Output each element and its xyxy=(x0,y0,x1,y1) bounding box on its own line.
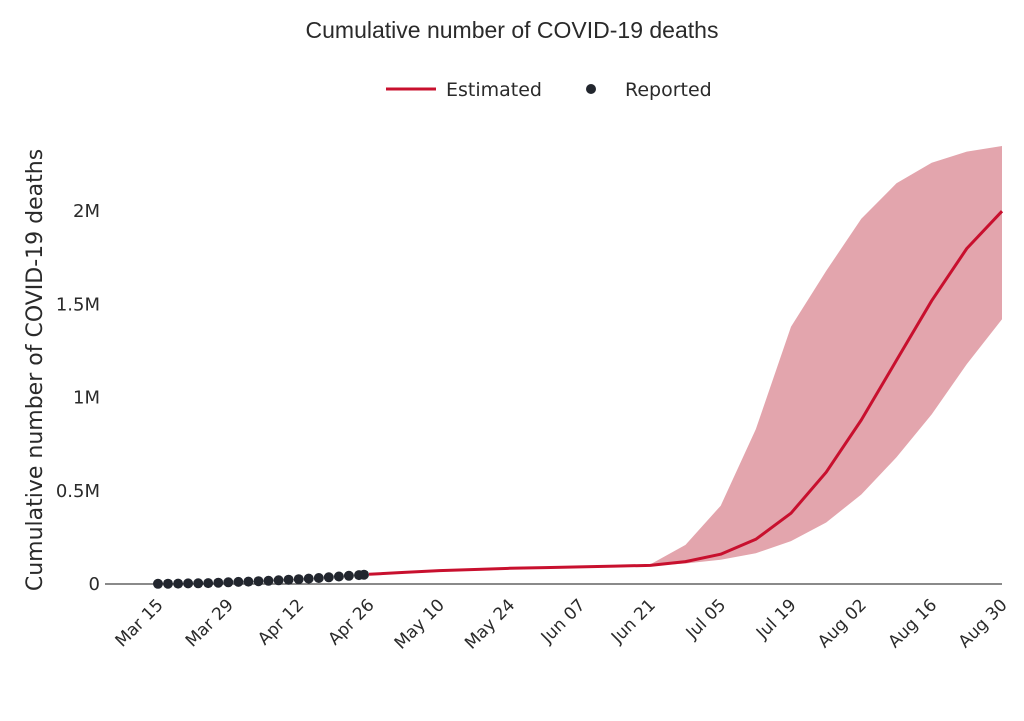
plot-area xyxy=(153,146,1004,589)
x-tick-label: Mar 15 xyxy=(112,595,168,651)
x-tick-label: Apr 12 xyxy=(254,595,308,649)
reported-point xyxy=(323,572,334,583)
reported-point xyxy=(343,570,354,581)
reported-point xyxy=(313,573,324,583)
legend: Estimated Reported xyxy=(386,79,712,101)
x-tick-label: Apr 26 xyxy=(324,595,378,649)
y-tick-label: 2M xyxy=(73,201,100,222)
reported-point xyxy=(163,578,173,589)
x-tick-label: Jun 21 xyxy=(607,595,660,648)
x-tick-label: Mar 29 xyxy=(182,595,238,651)
reported-point xyxy=(303,573,314,584)
y-tick-label: 0 xyxy=(89,574,100,595)
x-tick-label: May 10 xyxy=(391,595,449,653)
reported-point xyxy=(153,578,163,589)
reported-point xyxy=(233,576,244,587)
reported-point xyxy=(283,574,294,585)
estimated-interval-band xyxy=(615,146,1002,567)
legend-label-reported: Reported xyxy=(625,79,712,101)
reported-point xyxy=(253,576,264,587)
reported-point xyxy=(173,578,184,589)
y-axis-label: Cumulative number of COVID-19 deaths xyxy=(23,149,48,591)
reported-point xyxy=(263,575,274,586)
y-tick-label: 1.5M xyxy=(56,294,100,315)
reported-point xyxy=(243,576,254,587)
y-ticks: 0 0.5M 1M 1.5M 2M xyxy=(56,201,100,595)
legend-label-estimated: Estimated xyxy=(446,79,542,101)
reported-point xyxy=(273,575,284,586)
reported-point xyxy=(293,574,304,585)
reported-point xyxy=(203,578,214,589)
x-tick-label: Jul 19 xyxy=(752,595,800,643)
x-tick-label: Jun 07 xyxy=(537,595,590,648)
reported-point xyxy=(193,578,204,589)
y-tick-label: 1M xyxy=(73,388,100,409)
x-tick-label: Aug 16 xyxy=(885,595,942,652)
x-ticks: Mar 15 Mar 29 Apr 12 Apr 26 May 10 May 24 Jun … xyxy=(112,595,1012,653)
estimated-line xyxy=(368,210,1004,576)
reported-point xyxy=(359,569,369,580)
reported-point xyxy=(213,577,224,588)
x-tick-label: May 24 xyxy=(461,595,519,653)
x-tick-label: Aug 30 xyxy=(955,595,1012,652)
chart-title: Cumulative number of COVID-19 deaths xyxy=(306,17,719,43)
reported-point xyxy=(183,578,194,589)
reported-point xyxy=(333,571,344,582)
x-tick-label: Jul 05 xyxy=(682,595,730,643)
legend-swatch-reported xyxy=(586,84,596,94)
x-tick-label: Aug 02 xyxy=(814,595,871,652)
reported-point xyxy=(223,577,234,588)
y-tick-label: 0.5M xyxy=(56,481,100,502)
